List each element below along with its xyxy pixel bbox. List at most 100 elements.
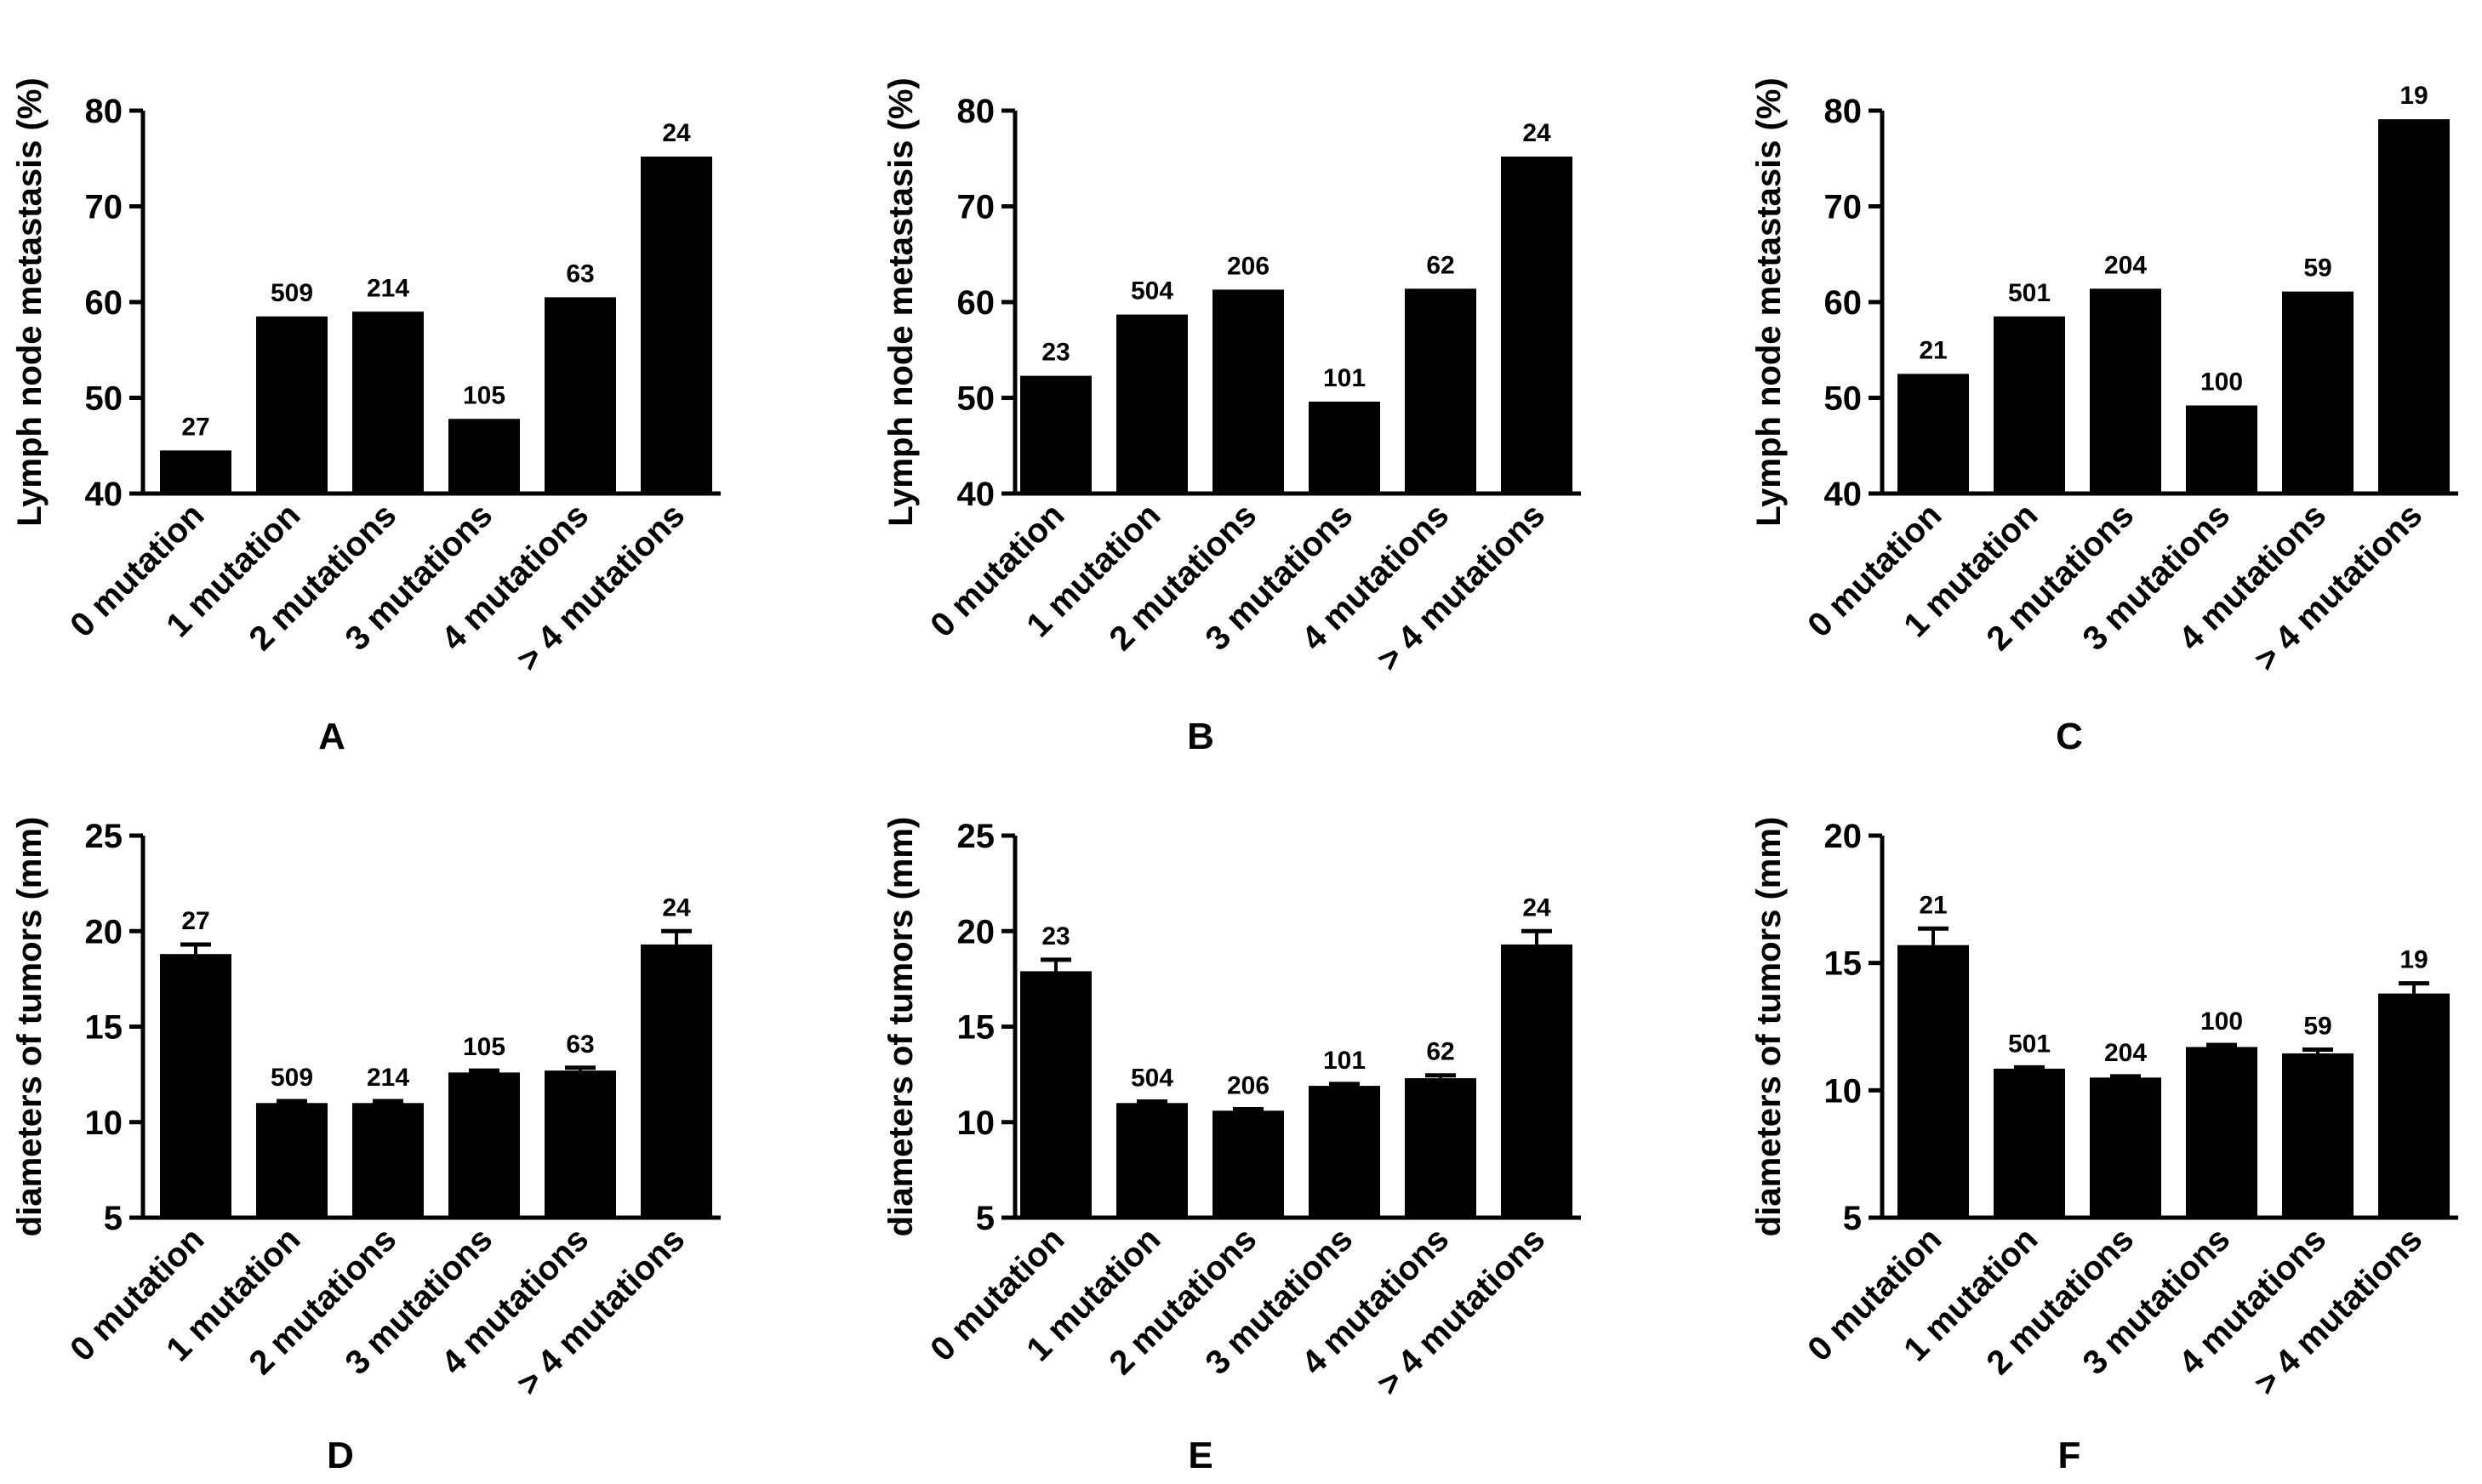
panel-label: D: [327, 1435, 354, 1476]
bar: [2282, 291, 2354, 494]
data-label: 63: [566, 1030, 594, 1059]
bar: [1501, 157, 1572, 494]
bar: [352, 311, 424, 494]
y-axis-label: diameters of tumors (mm): [1750, 817, 1788, 1236]
y-tick-label: 20: [957, 913, 996, 950]
bar: [1212, 1110, 1284, 1218]
bar: [1994, 1068, 2065, 1218]
data-label: 204: [2104, 251, 2147, 279]
y-tick-label: 5: [104, 1200, 123, 1237]
bar: [2090, 1077, 2161, 1218]
panel-label: E: [1188, 1435, 1212, 1476]
y-tick-label: 20: [1824, 818, 1863, 855]
y-tick-label: 15: [85, 1009, 123, 1047]
bar: [1897, 374, 1969, 494]
bar: [1309, 1086, 1380, 1218]
data-label: 27: [181, 413, 209, 441]
bar: [160, 450, 231, 494]
data-label: 509: [271, 1064, 313, 1092]
bar: [2282, 1053, 2354, 1218]
data-label: 19: [2399, 946, 2428, 974]
y-tick-label: 50: [957, 380, 996, 418]
x-tick-label: > 4 mutations: [510, 1220, 692, 1402]
data-label: 214: [367, 1064, 409, 1092]
y-tick-label: 10: [957, 1104, 996, 1142]
data-label: 24: [1522, 893, 1551, 922]
data-label: 509: [271, 279, 313, 307]
data-label: 62: [1426, 251, 1454, 279]
panel-label: F: [2058, 1435, 2081, 1476]
x-tick-label: > 4 mutations: [1370, 1220, 1552, 1402]
x-tick-label: > 4 mutations: [510, 496, 692, 678]
bar: [2090, 288, 2161, 494]
bar: [448, 419, 520, 494]
bar: [1116, 1103, 1188, 1218]
data-label: 62: [1426, 1038, 1454, 1066]
bar: [448, 1072, 520, 1218]
y-tick-label: 50: [85, 380, 123, 418]
bar: [2186, 405, 2257, 494]
data-label: 23: [1041, 339, 1070, 367]
bar: [1116, 314, 1188, 494]
y-tick-label: 60: [1824, 284, 1863, 322]
y-tick-label: 60: [957, 284, 996, 322]
bar: [1020, 971, 1092, 1218]
bar: [160, 954, 231, 1218]
y-axis-label: Lymph node metastasis (%): [882, 77, 920, 527]
bar: [256, 1103, 328, 1218]
y-tick-label: 15: [957, 1009, 996, 1047]
data-label: 504: [1131, 1064, 1173, 1093]
data-label: 214: [367, 274, 409, 302]
y-tick-label: 70: [957, 189, 996, 226]
y-tick-label: 80: [1824, 93, 1863, 130]
data-label: 101: [1323, 1047, 1366, 1075]
data-label: 24: [662, 893, 691, 922]
data-label: 27: [181, 907, 209, 935]
data-label: 24: [1522, 119, 1551, 147]
bar: [2186, 1047, 2257, 1218]
y-tick-label: 80: [957, 93, 996, 130]
data-label: 101: [1323, 364, 1366, 392]
panel-label: A: [318, 716, 345, 757]
y-tick-label: 25: [957, 818, 996, 855]
y-axis-label: Lymph node metastasis (%): [11, 77, 48, 527]
bar: [545, 297, 616, 494]
y-tick-label: 60: [85, 284, 123, 322]
y-tick-label: 70: [85, 189, 123, 226]
y-tick-label: 10: [85, 1104, 123, 1142]
bar: [1405, 288, 1476, 494]
y-tick-label: 80: [85, 93, 123, 130]
data-label: 24: [662, 119, 691, 147]
y-tick-label: 40: [957, 476, 996, 513]
bar: [1020, 375, 1092, 494]
data-label: 501: [2008, 279, 2051, 307]
data-label: 21: [1919, 891, 1947, 919]
bar: [641, 157, 712, 494]
bar: [1501, 944, 1572, 1218]
data-label: 19: [2399, 82, 2428, 110]
y-tick-label: 40: [1824, 476, 1863, 513]
y-tick-label: 15: [1824, 945, 1863, 983]
y-tick-label: 5: [976, 1200, 995, 1237]
bar: [641, 944, 712, 1218]
y-tick-label: 5: [1843, 1200, 1862, 1237]
bar: [1212, 289, 1284, 494]
x-tick-label: > 4 mutations: [2247, 1220, 2429, 1402]
y-tick-label: 25: [85, 818, 123, 855]
data-label: 105: [463, 381, 505, 409]
data-label: 105: [463, 1033, 505, 1061]
data-label: 59: [2303, 1012, 2331, 1040]
data-label: 100: [2200, 368, 2243, 397]
data-label: 59: [2303, 254, 2331, 283]
bar: [1994, 316, 2065, 494]
bar: [1309, 402, 1380, 494]
data-label: 204: [2104, 1039, 2147, 1067]
y-axis-label: diameters of tumors (mm): [11, 817, 48, 1236]
data-label: 206: [1227, 1071, 1270, 1099]
